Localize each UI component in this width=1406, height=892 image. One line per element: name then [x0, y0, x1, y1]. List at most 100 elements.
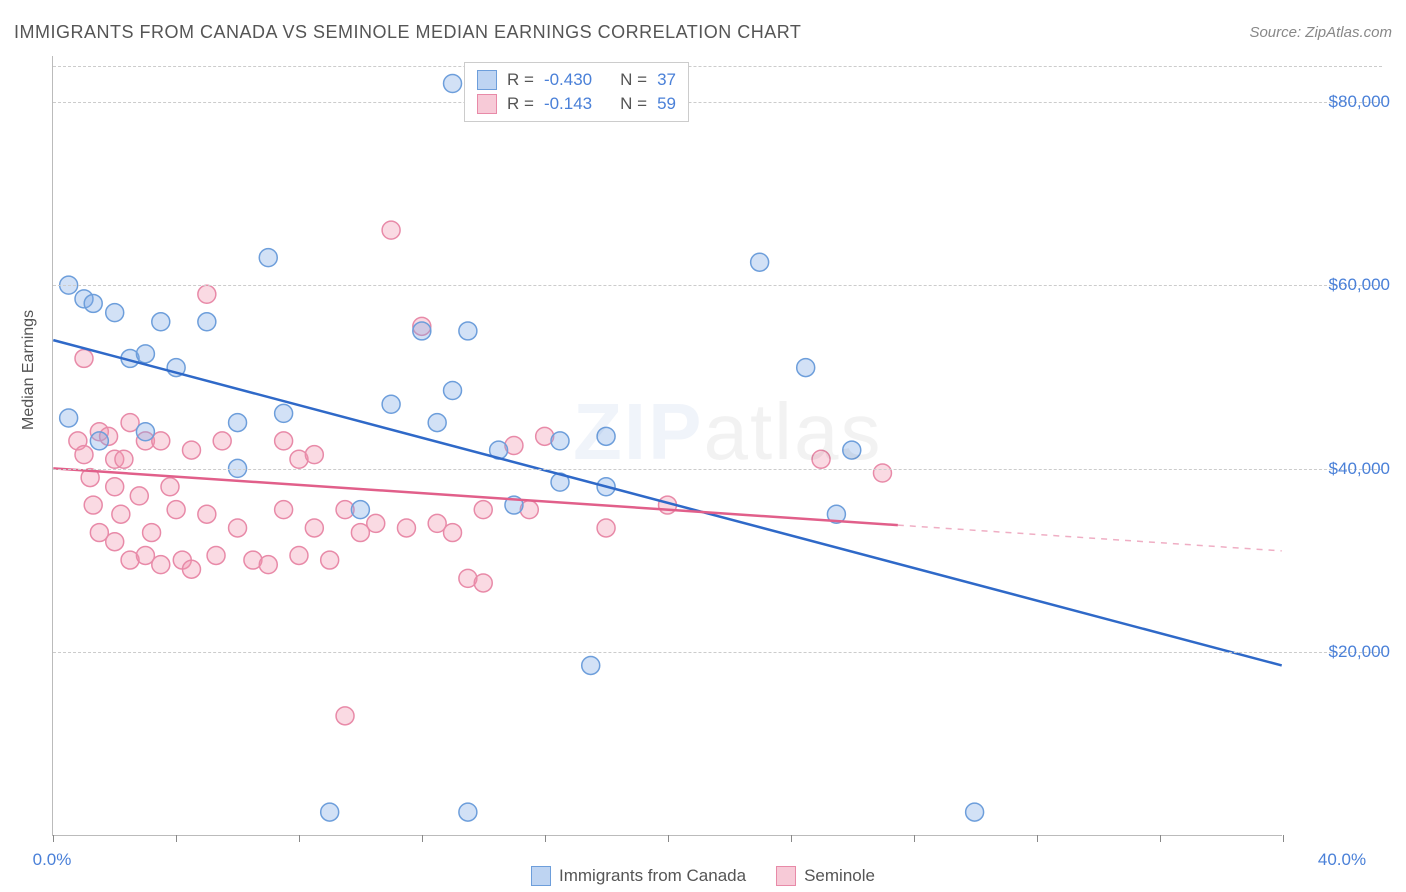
gridline-h	[53, 102, 1382, 103]
data-point	[75, 349, 93, 367]
data-point	[305, 446, 323, 464]
plot-area: ZIPatlas	[52, 56, 1282, 836]
gridline-h	[53, 652, 1382, 653]
data-point	[582, 656, 600, 674]
legend-row: R = -0.143N =59	[477, 92, 676, 116]
data-point	[444, 382, 462, 400]
legend-swatch	[776, 866, 796, 886]
data-point	[275, 432, 293, 450]
r-label: R =	[507, 94, 534, 114]
regression-line	[53, 340, 1281, 665]
data-point	[182, 560, 200, 578]
data-point	[112, 505, 130, 523]
y-tick-label: $60,000	[1329, 275, 1390, 295]
data-point	[843, 441, 861, 459]
legend-item: Immigrants from Canada	[531, 866, 746, 886]
gridline-h	[53, 469, 1382, 470]
data-point	[305, 519, 323, 537]
data-point	[167, 501, 185, 519]
n-value: 37	[657, 70, 676, 90]
n-label: N =	[620, 94, 647, 114]
data-point	[812, 450, 830, 468]
series-legend: Immigrants from Canada Seminole	[0, 866, 1406, 886]
y-tick-label: $20,000	[1329, 642, 1390, 662]
data-point	[444, 75, 462, 93]
data-point	[474, 574, 492, 592]
data-point	[551, 432, 569, 450]
gridline-h	[53, 66, 1382, 67]
x-tick	[53, 835, 54, 842]
data-point	[321, 803, 339, 821]
data-point	[290, 546, 308, 564]
x-tick	[1037, 835, 1038, 842]
x-tick	[1160, 835, 1161, 842]
y-tick-label: $80,000	[1329, 92, 1390, 112]
data-point	[382, 221, 400, 239]
data-point	[143, 524, 161, 542]
x-tick-label: 0.0%	[33, 850, 72, 870]
r-value: -0.143	[544, 94, 592, 114]
x-tick	[545, 835, 546, 842]
data-point	[413, 322, 431, 340]
data-point	[797, 359, 815, 377]
legend-row: R = -0.430 N = 37	[477, 68, 676, 92]
data-point	[84, 294, 102, 312]
data-point	[229, 414, 247, 432]
data-point	[152, 556, 170, 574]
legend-swatch	[477, 70, 497, 90]
y-axis-label: Median Earnings	[20, 310, 38, 430]
data-point	[597, 427, 615, 445]
data-point	[182, 441, 200, 459]
data-point	[351, 501, 369, 519]
data-point	[474, 501, 492, 519]
data-point	[213, 432, 231, 450]
legend-label: Immigrants from Canada	[559, 866, 746, 886]
data-point	[152, 313, 170, 331]
data-point	[873, 464, 891, 482]
data-point	[751, 253, 769, 271]
r-value: -0.430	[544, 70, 592, 90]
data-point	[198, 285, 216, 303]
correlation-legend: R =-0.430N =37R = -0.143N =59	[464, 62, 689, 122]
data-point	[444, 524, 462, 542]
data-point	[397, 519, 415, 537]
x-tick	[914, 835, 915, 842]
data-point	[966, 803, 984, 821]
data-point	[161, 478, 179, 496]
n-label: N =	[620, 70, 647, 90]
data-point	[336, 707, 354, 725]
data-point	[382, 395, 400, 413]
legend-item: Seminole	[776, 866, 875, 886]
data-point	[115, 450, 133, 468]
data-point	[597, 519, 615, 537]
data-point	[275, 501, 293, 519]
y-tick-label: $40,000	[1329, 459, 1390, 479]
x-tick	[668, 835, 669, 842]
source-attribution: Source: ZipAtlas.com	[1249, 24, 1392, 41]
x-tick	[1283, 835, 1284, 842]
chart-svg	[53, 56, 1282, 835]
x-tick	[422, 835, 423, 842]
gridline-h	[53, 285, 1382, 286]
legend-swatch	[477, 94, 497, 114]
data-point	[321, 551, 339, 569]
legend-swatch	[531, 866, 551, 886]
data-point	[207, 546, 225, 564]
chart-title: IMMIGRANTS FROM CANADA VS SEMINOLE MEDIA…	[14, 22, 801, 43]
data-point	[75, 446, 93, 464]
data-point	[106, 304, 124, 322]
data-point	[198, 313, 216, 331]
data-point	[60, 409, 78, 427]
data-point	[198, 505, 216, 523]
data-point	[130, 487, 148, 505]
r-label: R =	[507, 70, 534, 90]
data-point	[459, 803, 477, 821]
data-point	[84, 496, 102, 514]
legend-label: Seminole	[804, 866, 875, 886]
data-point	[459, 322, 477, 340]
data-point	[275, 404, 293, 422]
data-point	[90, 432, 108, 450]
data-point	[259, 249, 277, 267]
x-tick	[176, 835, 177, 842]
regression-line-extrapolated	[898, 525, 1282, 551]
